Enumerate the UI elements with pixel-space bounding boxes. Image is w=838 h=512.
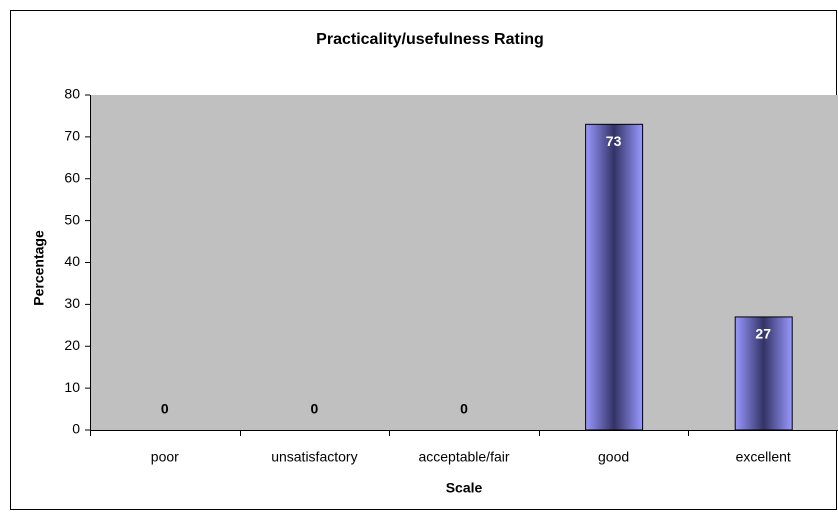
data-label: 0 — [460, 401, 468, 417]
x-tick-label: unsatisfactory — [271, 449, 357, 465]
data-label: 0 — [161, 401, 169, 417]
y-axis-label: Percentage — [31, 230, 47, 306]
x-tick-label: excellent — [736, 449, 791, 465]
y-tick-label: 40 — [64, 253, 80, 269]
chart-title: Practicality/usefulness Rating — [316, 31, 544, 48]
y-tick-label: 60 — [64, 169, 80, 185]
y-tick-label: 20 — [64, 337, 80, 353]
plot-area — [90, 95, 838, 430]
x-tick-label: good — [598, 449, 629, 465]
data-label: 0 — [311, 401, 319, 417]
y-tick-label: 0 — [72, 421, 80, 437]
bar — [585, 123, 644, 431]
x-tick-label: acceptable/fair — [418, 449, 509, 465]
y-tick-label: 30 — [64, 295, 80, 311]
data-label: 73 — [606, 133, 622, 149]
data-label: 27 — [755, 326, 771, 342]
x-tick-label: poor — [151, 449, 179, 465]
y-tick-label: 10 — [64, 379, 80, 395]
y-tick-label: 70 — [64, 128, 80, 144]
bar — [734, 316, 793, 431]
x-axis-label: Scale — [446, 480, 483, 496]
y-tick-label: 80 — [64, 86, 80, 102]
y-tick-label: 50 — [64, 211, 80, 227]
